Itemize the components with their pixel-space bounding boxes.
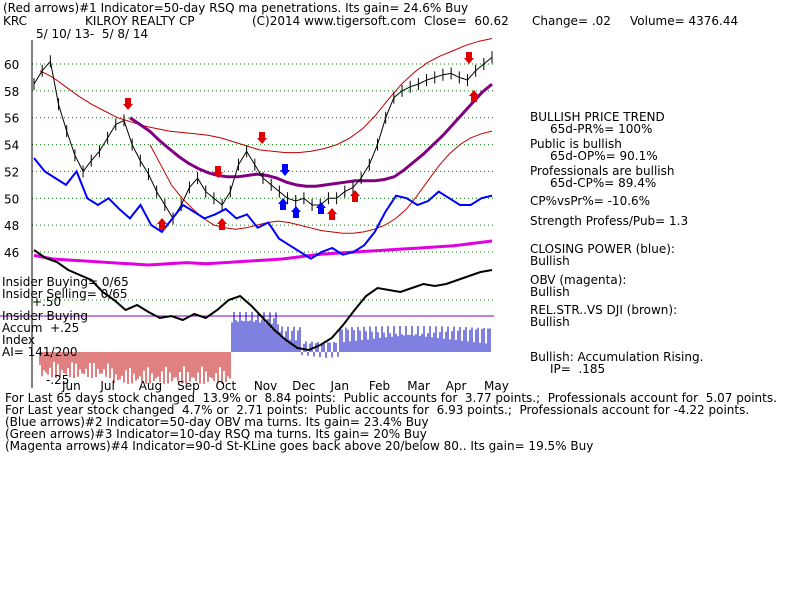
footer-magenta-arrows: (Magenta arrows)#4 Indicator=90-d St-KLi…: [5, 439, 594, 453]
month-labels: Jun Jul Aug Sep Oct Nov Dec Jan Feb Mar Apr May: [61, 379, 509, 393]
month-jan: Jan: [330, 379, 350, 393]
ma50-line: [129, 82, 493, 188]
footer-last-year: For Last year stock changed 4.7% or 2.71…: [5, 403, 750, 417]
month-feb: Feb: [369, 379, 390, 393]
footer-blue-arrows: (Blue arrows)#2 Indicator=50-day OBV ma …: [5, 415, 429, 429]
month-sep: Sep: [177, 379, 200, 393]
y-tick-56: 56: [4, 112, 19, 126]
upper-band: [39, 38, 493, 154]
sidebar-cp-vs-pr: CP%vsPr%= -10.6%: [530, 194, 651, 208]
accumulation-bars: [39, 312, 491, 384]
copyright: (C)2014 www.tigersoft.com: [252, 14, 416, 28]
month-jul: Jul: [99, 379, 114, 393]
accum-minus25-label: -.25: [46, 373, 70, 387]
indicator-1-caption: (Red arrows)#1 Indicator=50-day RSQ ma p…: [3, 1, 469, 15]
sidebar-obv-value: Bullish: [530, 285, 570, 299]
panel-separators: [0, 299, 494, 317]
sidebar-closing-power: CLOSING POWER (blue):: [530, 242, 675, 256]
red-up-arrow: [327, 208, 337, 220]
indicator-arrows: [123, 52, 479, 230]
y-tick-labels: 46 48 50 52 54 56 58 60: [4, 58, 19, 260]
price-grid: [31, 40, 494, 388]
price-line: [33, 56, 493, 220]
sidebar-professionals: Professionals are bullish: [530, 164, 675, 178]
series-lines: [33, 38, 493, 352]
red-up-arrow: [350, 190, 360, 202]
sidebar-pr-value: 65d-PR%= 100%: [550, 122, 653, 136]
red-down-arrow: [464, 52, 474, 64]
ai-value: AI= 141/200: [2, 345, 78, 359]
blue-up-arrow: [291, 206, 301, 218]
month-apr: Apr: [446, 379, 467, 393]
sidebar-op-value: 65d-OP%= 90.1%: [550, 149, 658, 163]
closing-power-line: [33, 157, 493, 260]
date-range: 5/ 10/ 13- 5/ 8/ 14: [36, 27, 149, 41]
month-oct: Oct: [215, 379, 236, 393]
y-tick-52: 52: [4, 165, 19, 179]
sidebar-strength: Strength Profess/Pub= 1.3: [530, 214, 689, 228]
company-name: KILROY REALTY CP: [85, 14, 195, 28]
accum-index-label: Accum +.25: [2, 321, 80, 335]
index-label: Index: [2, 333, 36, 347]
month-aug: Aug: [139, 379, 162, 393]
sidebar-closing-power-value: Bullish: [530, 254, 570, 268]
insider-buying-label-2: Insider Buying: [2, 309, 88, 323]
blue-up-arrow: [316, 202, 326, 214]
y-tick-54: 54: [4, 139, 19, 153]
y-tick-60: 60: [4, 58, 19, 72]
sidebar-public: Public is bullish: [530, 137, 622, 151]
sidebar-ip-value: IP= .185: [550, 362, 606, 376]
red-up-arrow: [469, 90, 479, 102]
y-tick-46: 46: [4, 246, 19, 260]
sidebar-accumulation: Bullish: Accumulation Rising.: [530, 350, 704, 364]
red-up-arrow: [217, 218, 227, 230]
volume-value: Volume= 4376.44: [630, 14, 739, 28]
month-dec: Dec: [292, 379, 315, 393]
sidebar-cp-value: 65d-CP%= 89.4%: [550, 176, 657, 190]
month-may: May: [484, 379, 509, 393]
sidebar-obv: OBV (magenta):: [530, 273, 627, 287]
blue-up-arrow: [278, 198, 288, 210]
y-tick-58: 58: [4, 85, 19, 99]
sidebar-price-trend: BULLISH PRICE TREND: [530, 110, 665, 124]
accum-plus50-label: +.50: [32, 295, 62, 309]
y-tick-50: 50: [4, 192, 19, 206]
month-nov: Nov: [254, 379, 277, 393]
ticker-symbol: KRC: [3, 14, 27, 28]
red-up-arrow: [157, 218, 167, 230]
close-value: Close= 60.62: [424, 14, 509, 28]
red-down-arrow: [213, 166, 223, 178]
footer-green-arrows: (Green arrows)#3 Indicator=10-day RSQ ma…: [5, 427, 427, 441]
y-tick-48: 48: [4, 219, 19, 233]
change-value: Change= .02: [532, 14, 611, 28]
footer-65-days: For Last 65 days stock changed 13.9% or …: [5, 391, 777, 405]
blue-down-arrow: [280, 164, 290, 176]
obv-line: [33, 239, 493, 267]
red-down-arrow: [257, 132, 267, 144]
month-jun: Jun: [61, 379, 81, 393]
red-down-arrow: [123, 98, 133, 110]
sidebar-relstr: REL.STR..VS DJI (brown):: [530, 303, 678, 317]
sidebar-relstr-value: Bullish: [530, 315, 570, 329]
month-mar: Mar: [407, 379, 430, 393]
insider-selling-label: Insider Selling= 0/65: [2, 287, 128, 301]
rel-strength-line: [33, 249, 493, 352]
insider-buying-label: Insider Buying= 0/65: [2, 275, 129, 289]
lower-band: [149, 130, 493, 234]
